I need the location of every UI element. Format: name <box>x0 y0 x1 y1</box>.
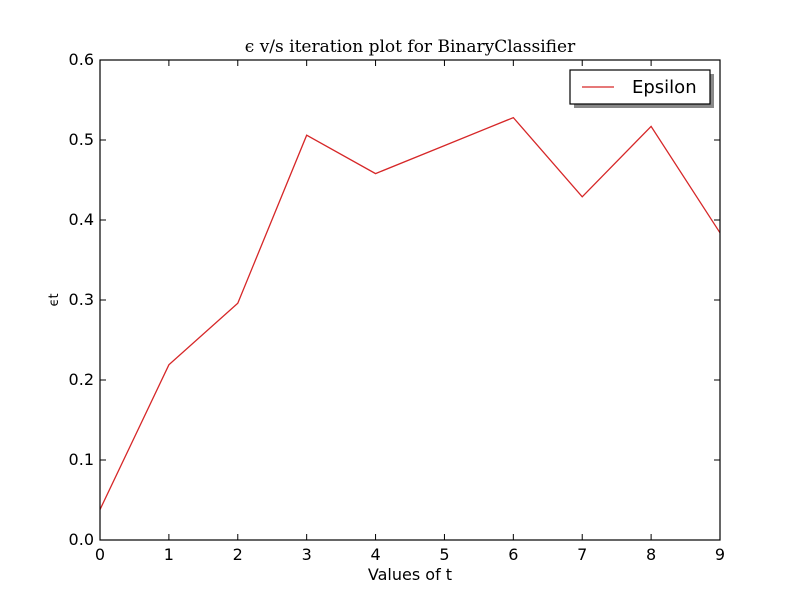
x-tick-label-8: 8 <box>646 545 656 564</box>
x-tick-label-3: 3 <box>302 545 312 564</box>
y-tick-label-6: 0.6 <box>69 50 94 69</box>
legend: Epsilon <box>569 69 714 108</box>
x-tick-label-0: 0 <box>95 545 105 564</box>
y-tick-label-4: 0.4 <box>69 210 94 229</box>
y-axis-label: ϵt <box>47 293 62 306</box>
x-tick-label-6: 6 <box>508 545 518 564</box>
plot-area-frame <box>99 59 721 541</box>
x-tick-label-9: 9 <box>715 545 725 564</box>
legend-label-0: Epsilon <box>632 77 697 98</box>
y-tick-label-2: 0.2 <box>69 370 94 389</box>
y-tick-label-1: 0.1 <box>69 450 94 469</box>
x-tick-label-2: 2 <box>233 545 243 564</box>
x-tick-label-1: 1 <box>164 545 174 564</box>
chart-title: ϵ v/s iteration plot for BinaryClassifie… <box>245 37 576 57</box>
y-tick-label-3: 0.3 <box>69 290 94 309</box>
series-line-0 <box>99 116 721 510</box>
y-tick-label-0: 0.0 <box>69 530 94 549</box>
x-tick-label-5: 5 <box>439 545 449 564</box>
x-tick-label-4: 4 <box>370 545 380 564</box>
x-axis-label: Values of t <box>368 565 452 584</box>
x-tick-label-7: 7 <box>577 545 587 564</box>
y-tick-label-5: 0.5 <box>69 130 94 149</box>
